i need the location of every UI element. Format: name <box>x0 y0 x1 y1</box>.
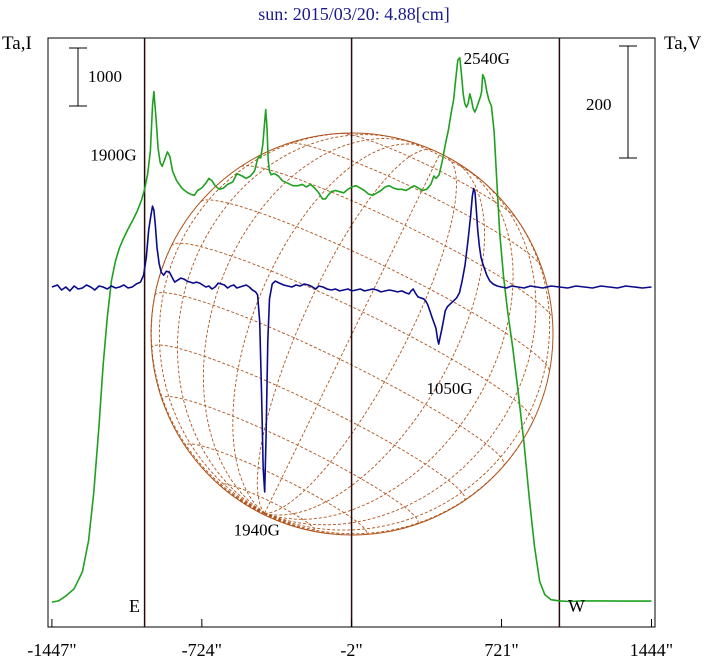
longitude-gridline <box>256 148 433 514</box>
longitude-gridline <box>264 177 537 526</box>
annotation-layer: 1900G 1940G 2540G 1050G <box>90 49 510 540</box>
left-scale-bar-label: 1000 <box>88 67 122 86</box>
longitude-gridline <box>264 421 534 535</box>
longitude-gridline <box>264 160 486 516</box>
right-scale-bar: 200 <box>586 45 637 159</box>
x-axis-ticks: -1447" -724" -2" 721" 1444" <box>27 619 673 660</box>
annotation-label: 1900G <box>90 145 136 164</box>
longitude-gridline <box>264 512 285 524</box>
x-tick-label: -724" <box>182 640 222 660</box>
longitude-gridline <box>264 512 270 518</box>
west-limb-label: W <box>568 596 585 616</box>
x-tick-label: -2" <box>340 640 362 660</box>
x-tick-label: 1444" <box>630 640 673 660</box>
right-scale-bar-label: 200 <box>586 95 612 114</box>
left-scale-bar: 1000 <box>69 47 122 107</box>
annotation-label: 1050G <box>426 379 472 398</box>
longitude-gridline <box>232 143 426 514</box>
chart-title: sun: 2015/03/20: 4.88[cm] <box>258 4 450 24</box>
longitude-gridline <box>264 512 343 536</box>
right-axis-label: Ta,V <box>664 33 701 54</box>
x-tick-label: 721" <box>484 640 518 660</box>
series-line-I <box>51 56 652 603</box>
latitude-gridline <box>200 199 550 372</box>
series-line-V <box>51 187 652 493</box>
left-axis-label: Ta,I <box>2 33 32 54</box>
longitude-gridline <box>150 245 265 514</box>
longitude-gridline <box>176 134 398 514</box>
longitude-gridline <box>158 132 353 514</box>
longitude-gridline <box>264 153 441 514</box>
annotation-label: 2540G <box>464 49 510 68</box>
x-tick-label: -1447" <box>27 640 76 660</box>
annotation-label: 1940G <box>234 521 280 540</box>
latitude-gridline <box>185 443 368 536</box>
latitude-gridline <box>341 132 517 219</box>
east-limb-label: E <box>129 596 140 616</box>
latitude-gridline <box>154 292 505 466</box>
longitude-gridline <box>264 156 457 514</box>
solar-disk <box>150 132 554 536</box>
longitude-gridline <box>263 513 265 515</box>
heliographic-grid <box>150 132 553 536</box>
longitude-gridline <box>199 465 265 514</box>
limb-lines <box>143 38 561 627</box>
series-layer <box>51 56 652 603</box>
